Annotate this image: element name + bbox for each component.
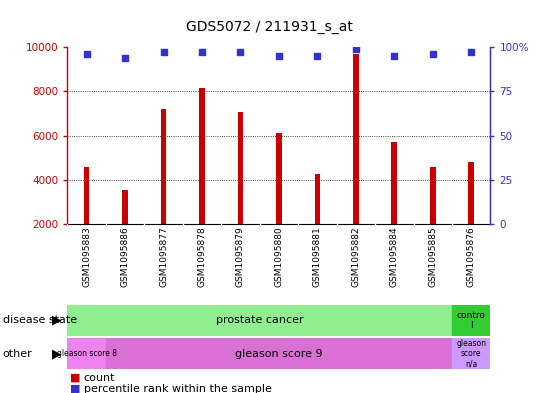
Point	[236, 49, 245, 55]
Bar	[452, 305, 490, 336]
Bar	[391, 142, 397, 224]
Text: GSM1095878: GSM1095878	[197, 226, 206, 287]
Point	[390, 53, 399, 59]
Bar	[238, 112, 243, 224]
Text: gleason
score
n/a: gleason score n/a	[456, 339, 486, 369]
Point	[121, 55, 129, 61]
Text: ▶: ▶	[52, 314, 62, 327]
Text: GSM1095881: GSM1095881	[313, 226, 322, 287]
Text: count: count	[84, 373, 115, 383]
Point	[351, 46, 360, 52]
Bar	[430, 167, 436, 224]
Text: contro
l: contro l	[457, 310, 486, 330]
Point	[198, 49, 206, 55]
Point	[82, 51, 91, 57]
Point	[275, 53, 284, 59]
Bar	[353, 54, 359, 224]
Bar	[161, 109, 167, 224]
Point	[429, 51, 437, 57]
Bar	[122, 190, 128, 224]
Point	[467, 49, 475, 55]
Text: ■: ■	[70, 384, 80, 393]
Text: prostate cancer: prostate cancer	[216, 315, 303, 325]
Text: ▶: ▶	[52, 347, 62, 360]
Text: other: other	[3, 349, 32, 359]
Point	[313, 53, 322, 59]
Bar	[468, 162, 474, 224]
Bar	[452, 338, 490, 369]
Text: GSM1095884: GSM1095884	[390, 226, 399, 287]
Text: GSM1095880: GSM1095880	[274, 226, 284, 287]
Point	[159, 49, 168, 55]
Text: GSM1095877: GSM1095877	[159, 226, 168, 287]
Bar	[276, 133, 282, 224]
Bar	[67, 338, 106, 369]
Text: GSM1095886: GSM1095886	[121, 226, 129, 287]
Text: GSM1095883: GSM1095883	[82, 226, 91, 287]
Text: percentile rank within the sample: percentile rank within the sample	[84, 384, 272, 393]
Bar	[199, 88, 205, 224]
Text: GDS5072 / 211931_s_at: GDS5072 / 211931_s_at	[186, 20, 353, 34]
Text: GSM1095882: GSM1095882	[351, 226, 361, 287]
Bar	[315, 174, 320, 224]
Bar	[84, 167, 89, 224]
Text: GSM1095876: GSM1095876	[467, 226, 476, 287]
Bar	[106, 338, 452, 369]
Text: GSM1095885: GSM1095885	[429, 226, 437, 287]
Text: GSM1095879: GSM1095879	[236, 226, 245, 287]
Text: gleason score 9: gleason score 9	[235, 349, 323, 359]
Text: disease state: disease state	[3, 315, 77, 325]
Text: ■: ■	[70, 373, 80, 383]
Text: gleason score 8: gleason score 8	[57, 349, 116, 358]
